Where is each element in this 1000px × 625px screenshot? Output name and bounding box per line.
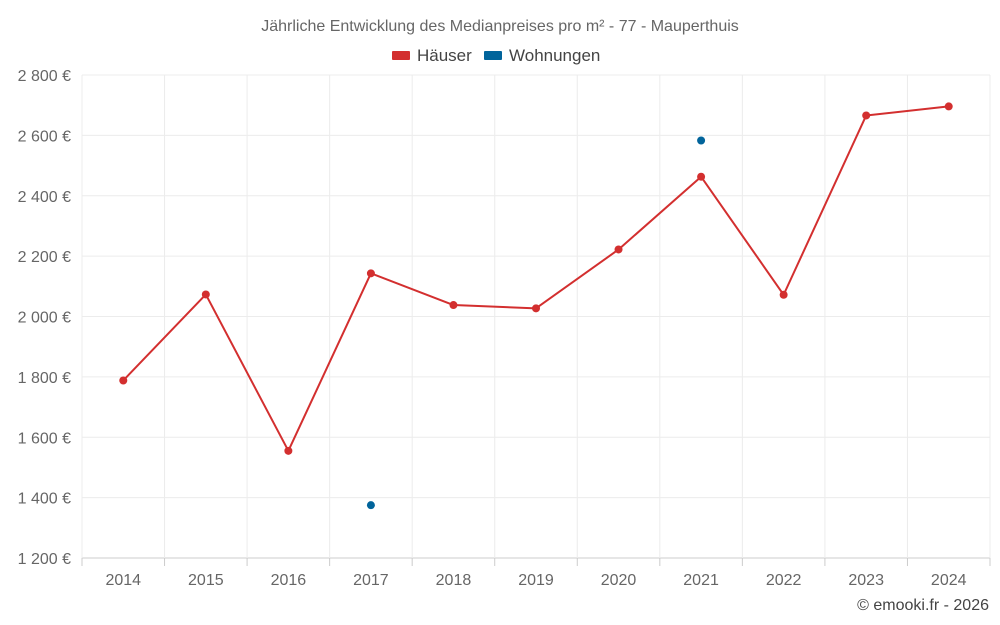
data-point-wohnungen[interactable] — [366, 501, 375, 510]
data-point-haeuser[interactable] — [697, 172, 706, 181]
data-point-haeuser[interactable] — [944, 102, 953, 111]
data-point-haeuser[interactable] — [449, 301, 458, 310]
x-tick-label: 2018 — [436, 572, 472, 589]
y-tick-label: 1 800 € — [18, 370, 71, 387]
y-tick-label: 2 400 € — [18, 189, 71, 206]
y-tick-label: 2 000 € — [18, 310, 71, 327]
gridlines — [81, 74, 991, 559]
legend-swatch-haeuser — [392, 51, 410, 60]
x-tick-label: 2021 — [683, 572, 719, 589]
x-tick-label: 2014 — [105, 572, 141, 589]
data-point-haeuser[interactable] — [614, 245, 623, 254]
x-tick-label: 2017 — [353, 572, 389, 589]
y-axis: 1 200 € 1 400 € 1 600 € 1 800 € 2 000 € 2 200… — [18, 68, 71, 568]
x-tick-label: 2019 — [518, 572, 554, 589]
data-point-haeuser[interactable] — [779, 290, 788, 299]
credit-text: © emooki.fr - 2026 — [857, 597, 989, 614]
x-tick-label: 2016 — [271, 572, 307, 589]
x-tick-label: 2015 — [188, 572, 224, 589]
chart-title: Jährliche Entwicklung des Medianpreises … — [261, 18, 739, 35]
x-tick-label: 2022 — [766, 572, 802, 589]
x-axis: 2014 2015 2016 2017 2018 2019 2020 2021 2022 2023… — [81, 558, 991, 589]
series-layer — [119, 102, 953, 510]
y-tick-label: 1 600 € — [18, 430, 71, 447]
legend-item-wohnungen[interactable]: Wohnungen — [484, 46, 600, 65]
legend-swatch-wohnungen — [484, 51, 502, 60]
x-tick-label: 2020 — [601, 572, 637, 589]
data-point-haeuser[interactable] — [532, 304, 540, 313]
legend-item-haeuser[interactable]: Häuser — [392, 46, 472, 65]
data-point-wohnungen[interactable] — [697, 136, 706, 145]
legend-label-wohnungen: Wohnungen — [509, 46, 600, 65]
y-tick-label: 2 800 € — [18, 68, 71, 85]
y-tick-label: 1 200 € — [18, 551, 71, 568]
y-tick-label: 1 400 € — [18, 491, 71, 508]
data-point-haeuser[interactable] — [366, 269, 375, 278]
legend: Häuser Wohnungen — [392, 46, 600, 65]
data-point-haeuser[interactable] — [862, 111, 871, 120]
legend-label-haeuser: Häuser — [417, 46, 472, 65]
y-tick-label: 2 200 € — [18, 249, 71, 266]
y-tick-label: 2 600 € — [18, 128, 71, 145]
data-point-haeuser[interactable] — [201, 290, 210, 299]
data-point-haeuser[interactable] — [284, 446, 293, 455]
data-point-haeuser[interactable] — [119, 376, 128, 385]
x-tick-label: 2024 — [931, 572, 967, 589]
x-tick-label: 2023 — [848, 572, 884, 589]
